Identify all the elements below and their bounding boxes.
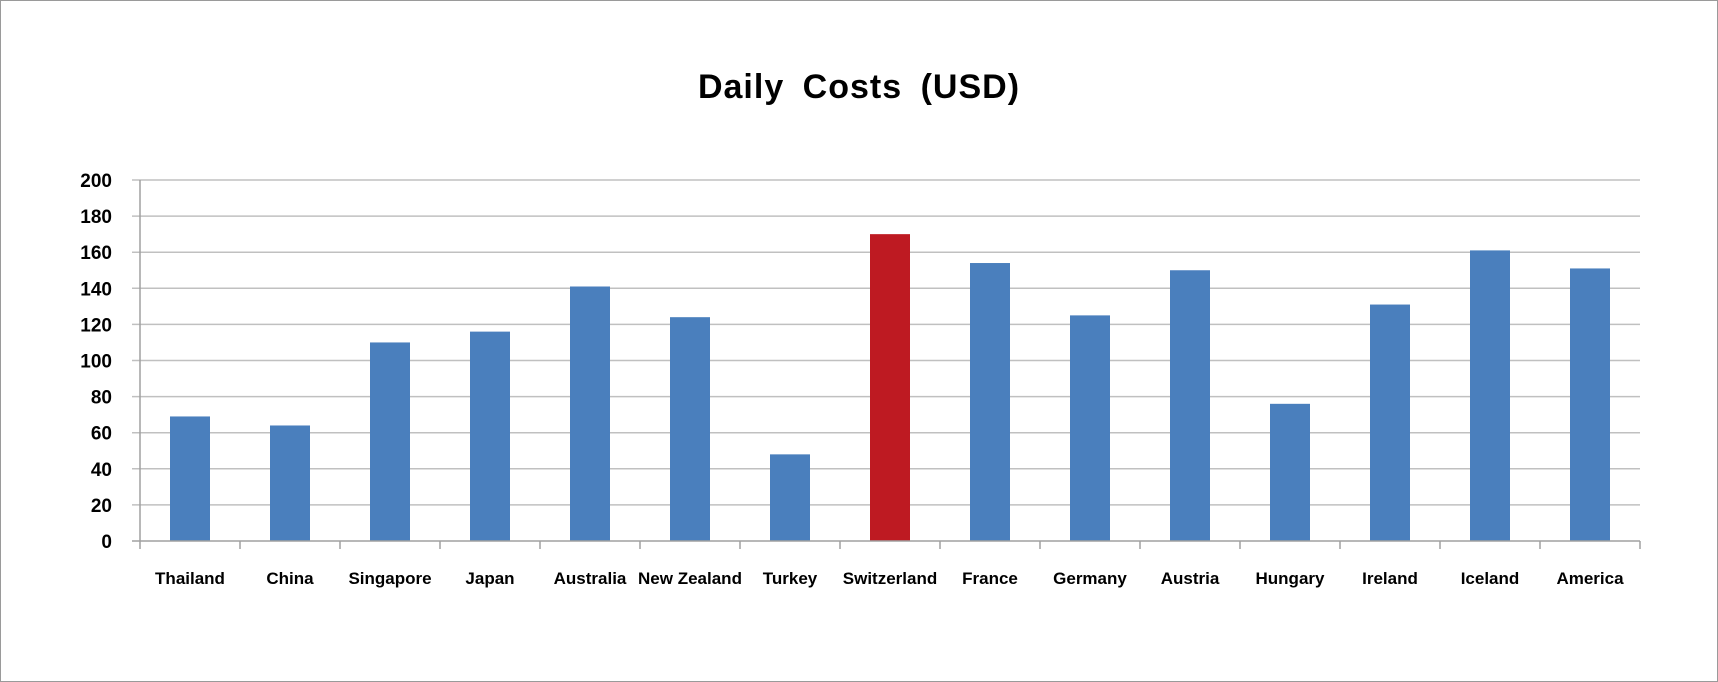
y-tick-label: 0 (101, 532, 112, 553)
x-axis (139, 180, 1641, 549)
y-tick-label: 120 (80, 315, 112, 336)
x-tick-label: Japan (465, 569, 514, 588)
bar-thailand (170, 416, 210, 541)
bar-turkey (770, 454, 810, 541)
bar-iceland (1470, 250, 1510, 541)
x-tick-label: France (962, 569, 1018, 588)
x-tick-label: New Zealand (638, 569, 742, 588)
x-tick-label: Turkey (763, 569, 818, 588)
x-tick-label: Austria (1161, 569, 1220, 588)
y-tick-label: 60 (91, 424, 112, 445)
bar-switzerland (870, 234, 910, 541)
x-tick-label: Germany (1053, 569, 1127, 588)
bar-singapore (370, 342, 410, 541)
y-tick-label: 160 (80, 243, 112, 264)
x-tick-label: Iceland (1461, 569, 1520, 588)
y-tick-label: 100 (80, 352, 112, 373)
x-tick-label: Ireland (1362, 569, 1418, 588)
y-tick-label: 80 (91, 388, 112, 409)
bar-france (970, 263, 1010, 541)
x-tick-label: China (266, 569, 314, 588)
bar-china (270, 425, 310, 541)
bar-new-zealand (670, 317, 710, 541)
y-tick-label: 40 (91, 460, 112, 481)
y-tick-label: 140 (80, 279, 112, 300)
x-tick-label: Hungary (1256, 569, 1326, 588)
y-axis-ticks: 0 20 40 60 80 100 120 140 160 180 200 (80, 171, 112, 553)
bar-hungary (1270, 403, 1310, 541)
bar-america (1570, 268, 1610, 541)
bars (170, 234, 1610, 541)
x-axis-labels: Thailand China Singapore Japan Australia New … (155, 569, 1624, 588)
x-tick-label: America (1556, 569, 1624, 588)
y-tick-label: 200 (80, 171, 112, 192)
bar-japan (470, 331, 510, 541)
y-tick-label: 20 (91, 496, 112, 517)
bar-austria (1170, 270, 1210, 541)
x-tick-label: Singapore (348, 569, 431, 588)
bar-australia (570, 286, 610, 541)
y-tick-label: 180 (80, 207, 112, 228)
chart-title: Daily Costs (USD) (697, 68, 1021, 106)
x-tick-label: Thailand (155, 569, 225, 588)
bar-ireland (1370, 304, 1410, 541)
x-tick-label: Switzerland (843, 569, 937, 588)
bar-germany (1070, 315, 1110, 541)
x-tick-label: Australia (554, 569, 627, 588)
